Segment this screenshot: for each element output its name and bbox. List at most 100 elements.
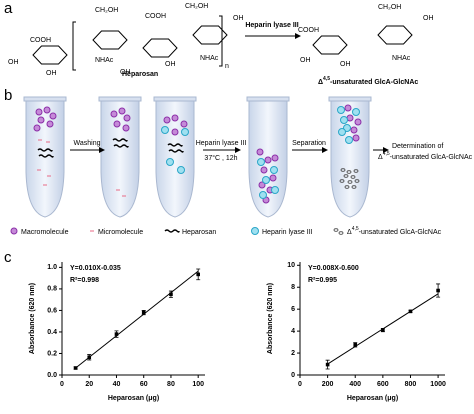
x-axis-title: Heparosan (μg) [108,395,159,402]
group-label: CH₂OH [95,7,118,14]
y-tick-label: 0.8 [47,286,57,293]
enzyme [251,227,259,235]
bracket [72,15,223,71]
x-tick-label: 20 [85,381,93,388]
macromolecule [122,124,130,132]
y-tick-label: 6 [291,306,295,313]
macromolecule [118,107,126,115]
annotation: R²=0.995 [308,277,337,284]
macromolecule [33,124,41,132]
tube [100,99,140,218]
macromolecule [171,128,179,136]
enzyme [161,126,169,134]
heparosan [167,143,183,147]
point [169,292,173,297]
y-tick-label: 8 [291,284,295,291]
product [339,179,345,183]
point [87,355,92,360]
group-label: NHAc [200,55,219,62]
y-tick-label: 2 [291,350,295,357]
y-axis-title: Absorbance (620 nm) [29,283,36,354]
annotation: Y=0.010X-0.035 [70,265,121,272]
macromolecule [344,104,352,112]
annotation: R²=0.998 [70,277,99,284]
macromolecule [123,114,131,122]
tube-rim [23,96,67,102]
tube-rim [153,96,197,102]
product [351,185,357,189]
sugar-ring [192,25,228,45]
enzyme [338,128,346,136]
legend-label: Heparosan [182,229,216,236]
macromolecule [260,166,268,174]
group-label: COOH [30,37,51,44]
group-label: NHAc [392,55,411,62]
tube-rim [98,96,142,102]
macromolecule [264,156,272,164]
macromolecule [171,114,179,122]
x-tick-label: 60 [140,381,148,388]
point [73,366,78,370]
sugar-ring [92,30,128,50]
group-label: OH [340,61,351,68]
macromolecule [43,106,51,114]
point [408,309,413,314]
macromolecule [37,116,45,124]
enzyme [345,136,353,144]
x-tick-label: 100 [192,381,204,388]
step-label: Separation [292,140,326,147]
name-text: -unsaturated GlcA-GlcNAc [359,229,442,236]
heparosan [37,148,53,152]
product [354,179,360,183]
group-label: OH [120,69,131,76]
tube-rim [246,96,290,102]
macromolecule [269,174,277,182]
name-text: -unsaturated GlcA-GlcNAc [330,79,418,86]
group-label: CH₂OH [185,3,208,10]
enzyme [271,186,279,194]
group-label: COOH [298,27,319,34]
result-label: Determination of [392,143,443,150]
annotation: Y=0.008X-0.600 [308,265,359,272]
x-tick-label: 800 [405,381,417,388]
product [350,175,356,179]
point [353,343,358,347]
enzyme [177,166,185,174]
y-tick-label: 0 [291,372,295,379]
delta: Δ [347,229,352,236]
group-label: OH [423,15,434,22]
product-name: Δ4,5-unsaturated GlcA-GlcNAc [318,76,418,86]
x-tick-label: 0 [298,381,302,388]
heparosan [113,144,129,148]
y-axis-title: Absorbance (620 nm) [267,283,274,354]
macromolecule [10,227,18,235]
point [381,328,385,332]
heparosan [164,229,180,233]
step-label: Heparin lyase III [196,140,247,147]
group-label: OH [165,61,176,68]
y-tick-label: 0.4 [47,329,57,336]
group-label: OH [8,59,19,66]
macromolecule [35,108,43,116]
y-tick-label: 0.6 [47,307,57,314]
enzyme [337,106,345,114]
macromolecule [163,116,171,124]
enzyme [340,116,348,124]
enzyme [257,158,265,166]
point [114,332,119,336]
delta: Δ [378,154,383,161]
product [346,170,352,174]
sugar-ring [142,38,178,58]
y-tick-label: 0.0 [47,372,57,379]
macromolecule [258,181,266,189]
superscript: 4,5 [323,76,330,82]
product [333,228,339,232]
product [347,180,353,184]
sugar-ring [312,35,348,55]
macromolecule [49,112,57,120]
group-label: OH [300,57,311,64]
point [325,362,330,367]
y-tick-label: 10 [287,262,295,269]
macromolecule [256,148,264,156]
